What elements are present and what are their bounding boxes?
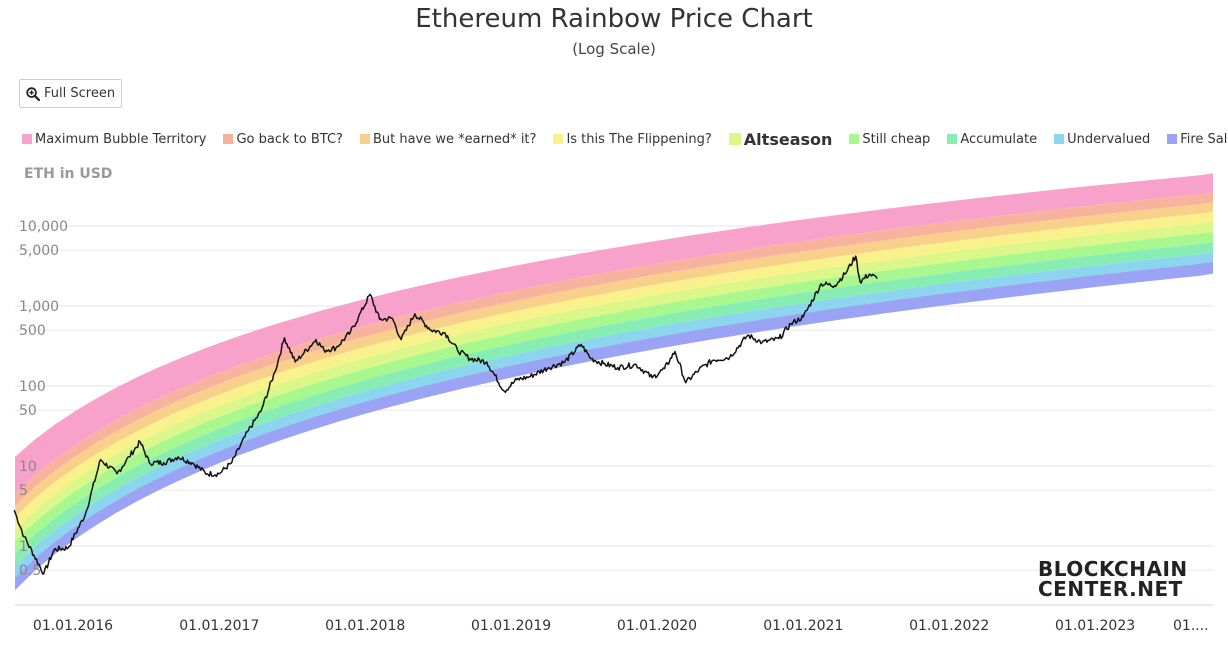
logo-line-1: BLOCKCHAIN — [1038, 557, 1188, 581]
x-tick-label: 01.01.2022 — [909, 618, 989, 634]
legend-label: Maximum Bubble Territory — [35, 131, 207, 147]
full-screen-label: Full Screen — [44, 86, 116, 101]
legend-swatch — [223, 134, 234, 144]
blockchaincenter-logo: BLOCKCHAIN CENTER.NET — [1038, 559, 1188, 599]
legend-item-go-back-to-btc[interactable]: Go back to BTC? — [223, 131, 343, 147]
x-tick-label: 01.01.2021 — [763, 618, 843, 634]
legend-item-undervalued[interactable]: Undervalued — [1054, 132, 1150, 147]
legend-label: Undervalued — [1067, 131, 1151, 147]
legend-swatch — [359, 134, 370, 144]
legend-item-altseason[interactable]: Altseason — [728, 129, 833, 149]
x-tick-label: 01.01.2019 — [471, 618, 551, 634]
legend-swatch — [1054, 134, 1065, 144]
x-tick-label: 01.01.2020 — [617, 618, 697, 634]
legend-label: But have we *earned* it? — [372, 131, 537, 147]
logo-line-2: CENTER.NET — [1038, 577, 1183, 601]
series-eth-price-line — [13, 255, 878, 575]
full-screen-button[interactable]: Full Screen — [19, 79, 123, 108]
legend-label: Is this The Flippening? — [566, 131, 712, 147]
legend-item-accumulate[interactable]: Accumulate — [947, 132, 1037, 147]
legend-item-maximum-bubble-territory[interactable]: Maximum Bubble Territory — [22, 132, 206, 147]
legend-label: Fire Sale — [1180, 131, 1228, 147]
band-maximum-bubble-territory — [15, 171, 1213, 494]
legend-label: Accumulate — [960, 131, 1038, 147]
legend-swatch — [1167, 134, 1178, 144]
y-tick-label: 1,000 — [19, 299, 59, 315]
y-tick-label: 0.5 — [19, 563, 41, 579]
legend-item-is-this-the-flippening[interactable]: Is this The Flippening? — [553, 131, 712, 147]
legend-item-but-have-we-earned-it[interactable]: But have we *earned* it? — [359, 131, 537, 147]
y-tick-label: 500 — [19, 323, 46, 339]
chart-title: Ethereum Rainbow Price Chart — [415, 4, 813, 34]
zoom-in-icon — [26, 86, 40, 101]
x-axis-ticks: 01.01.2016 01.01.2017 01.01.2018 01.01.2019… — [33, 618, 1209, 634]
x-tick-label: 01.... — [1173, 618, 1209, 634]
legend-label: Go back to BTC? — [236, 131, 343, 147]
y-tick-label: 5,000 — [19, 243, 59, 259]
y-axis-ticks: 0.5 1 5 10 50 100 500 1,000 5,000 10,000 — [19, 219, 68, 579]
price-series — [13, 255, 878, 575]
x-tick-label: 01.01.2018 — [325, 618, 405, 634]
legend-swatch — [553, 134, 564, 144]
x-tick-label: 01.01.2016 — [33, 618, 113, 634]
y-tick-label: 5 — [19, 483, 28, 499]
y-tick-label: 100 — [19, 379, 46, 395]
x-tick-label: 01.01.2017 — [179, 618, 259, 634]
y-tick-label: 10 — [19, 459, 37, 475]
x-tick-label: 01.01.2023 — [1055, 618, 1135, 634]
y-axis-title: ETH in USD — [24, 166, 112, 182]
legend: Maximum Bubble Territory Go back to BTC? B… — [22, 128, 1228, 150]
legend-label: Still cheap — [862, 131, 931, 147]
legend-swatch — [947, 134, 958, 144]
chart-subtitle: (Log Scale) — [572, 40, 656, 58]
legend-swatch — [849, 134, 860, 144]
rainbow-bands — [15, 171, 1213, 591]
y-tick-label: 1 — [19, 539, 28, 555]
legend-swatch — [728, 133, 741, 145]
legend-swatch — [22, 134, 32, 144]
legend-item-fire-sale[interactable]: Fire Sale — [1167, 132, 1228, 147]
y-tick-label: 50 — [19, 403, 37, 419]
legend-label: Altseason — [743, 129, 833, 149]
y-tick-label: 10,000 — [19, 219, 68, 235]
legend-item-still-cheap[interactable]: Still cheap — [849, 132, 930, 147]
